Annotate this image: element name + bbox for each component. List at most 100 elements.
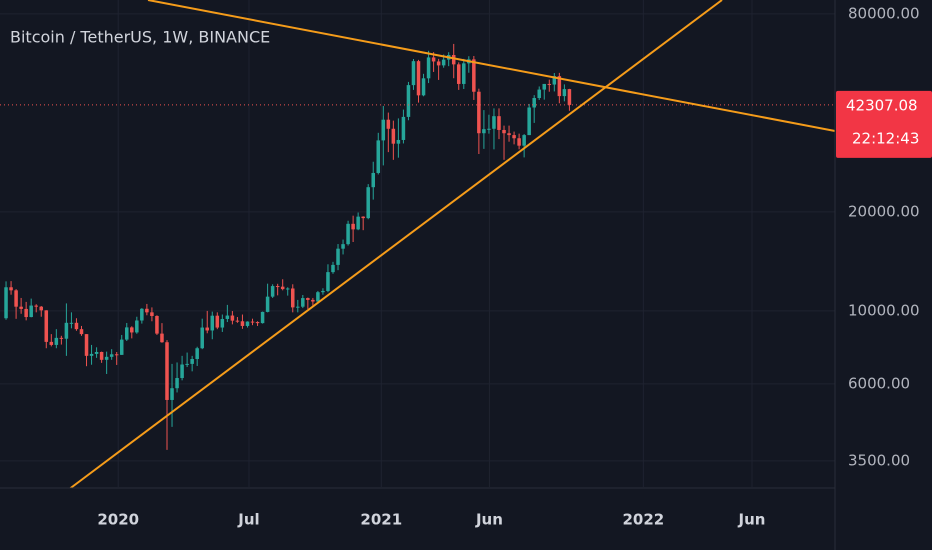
candle-body [99, 351, 104, 360]
candle-body [431, 57, 436, 62]
candle-body [346, 223, 350, 245]
candle-body [14, 290, 18, 307]
candle-body [306, 298, 310, 300]
candle-body [155, 315, 159, 334]
candle-body [401, 116, 406, 140]
candle-body [265, 296, 270, 312]
candle-body [311, 299, 315, 302]
candle-body [4, 287, 8, 319]
y-tick-label: 3500.00 [848, 451, 910, 469]
candle-body [552, 76, 557, 85]
candle-body [451, 55, 456, 65]
candle-body [225, 315, 230, 319]
candle-body [160, 333, 164, 343]
candle-body [74, 322, 79, 330]
candle-body [34, 305, 38, 307]
candle-body [140, 308, 144, 321]
grid [0, 0, 835, 487]
candle-body [386, 119, 391, 129]
x-tick-label: 2021 [360, 511, 402, 529]
candle-body [49, 341, 54, 345]
candle-body [321, 290, 325, 293]
candle-body [84, 334, 89, 356]
y-tick-label: 80000.00 [848, 4, 920, 22]
chart-title: Bitcoin / TetherUS, 1W, BINANCE [10, 28, 270, 47]
x-tick-label: Jun [738, 511, 766, 529]
candle-body [487, 128, 491, 130]
candle-body [512, 135, 516, 139]
candle-body [557, 76, 562, 97]
candle-body [477, 91, 481, 134]
x-tick-label: Jun [475, 511, 503, 529]
candle-body [290, 288, 295, 308]
candle-body [235, 320, 240, 322]
candle-body [537, 89, 541, 99]
candle-body [185, 363, 189, 365]
candle-body [436, 61, 441, 66]
candle-body [109, 354, 114, 357]
candle-body [210, 315, 215, 331]
candle-body [200, 327, 204, 349]
candle-body [285, 288, 290, 290]
candle-body [316, 292, 320, 302]
candle-body [331, 264, 335, 273]
candle-body [205, 327, 210, 331]
candle-body [250, 321, 255, 323]
countdown-label: 22:12:43 [852, 129, 919, 147]
candle-body [356, 216, 360, 230]
last-price-box [836, 90, 932, 158]
candle-body [94, 351, 99, 354]
candle-body [230, 315, 235, 321]
candle-body [426, 57, 431, 79]
candle-body [492, 116, 496, 129]
candle-body [29, 305, 33, 318]
candle-body [542, 83, 547, 90]
x-tick-label: Jul [237, 511, 259, 529]
candle-body [145, 308, 149, 313]
candle-body [301, 298, 305, 307]
candle-body [456, 64, 461, 84]
candle-body [59, 337, 64, 339]
y-tick-label: 20000.00 [848, 202, 920, 220]
candle-body [69, 322, 74, 324]
candle-body [79, 329, 84, 335]
candle-body [411, 61, 416, 86]
candle-body [567, 89, 572, 105]
candle-body [190, 359, 194, 364]
candle-body [19, 306, 23, 309]
candle-body [220, 318, 225, 328]
candle-body [260, 311, 265, 324]
candle-body [240, 321, 245, 326]
candle-body [124, 327, 129, 340]
candle-body [270, 286, 275, 297]
candle-body [39, 306, 44, 311]
candle-body [351, 223, 355, 230]
candle-body [532, 98, 536, 108]
candle-body [517, 138, 521, 146]
plot-area [0, 43, 835, 450]
last-price-label: 42307.08 [846, 96, 918, 114]
candle-body [381, 119, 386, 141]
y-tick-label: 6000.00 [848, 374, 910, 392]
candle-body [150, 312, 154, 316]
candle-body [24, 308, 28, 318]
candle-body [371, 172, 375, 188]
candle-body [54, 337, 59, 345]
candle-body [280, 286, 285, 290]
candle-body [9, 287, 13, 291]
trendline [147, 0, 836, 132]
candle-body [175, 378, 179, 389]
candle-body [336, 248, 340, 265]
candle-body [361, 216, 365, 219]
candle-body [562, 89, 567, 97]
candle-body [416, 61, 421, 96]
x-tick-label: 2022 [622, 511, 664, 529]
candle-body [462, 63, 466, 84]
candle-body [165, 342, 169, 400]
candle-body [482, 129, 486, 134]
candle-body [502, 129, 506, 134]
candle-body [275, 286, 280, 288]
